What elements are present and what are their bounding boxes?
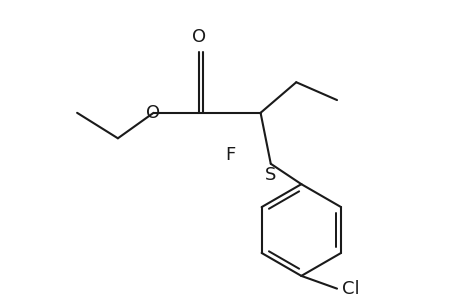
Text: S: S [264,166,276,184]
Text: O: O [192,28,206,46]
Text: Cl: Cl [341,280,359,298]
Text: O: O [146,104,160,122]
Text: F: F [224,146,235,164]
